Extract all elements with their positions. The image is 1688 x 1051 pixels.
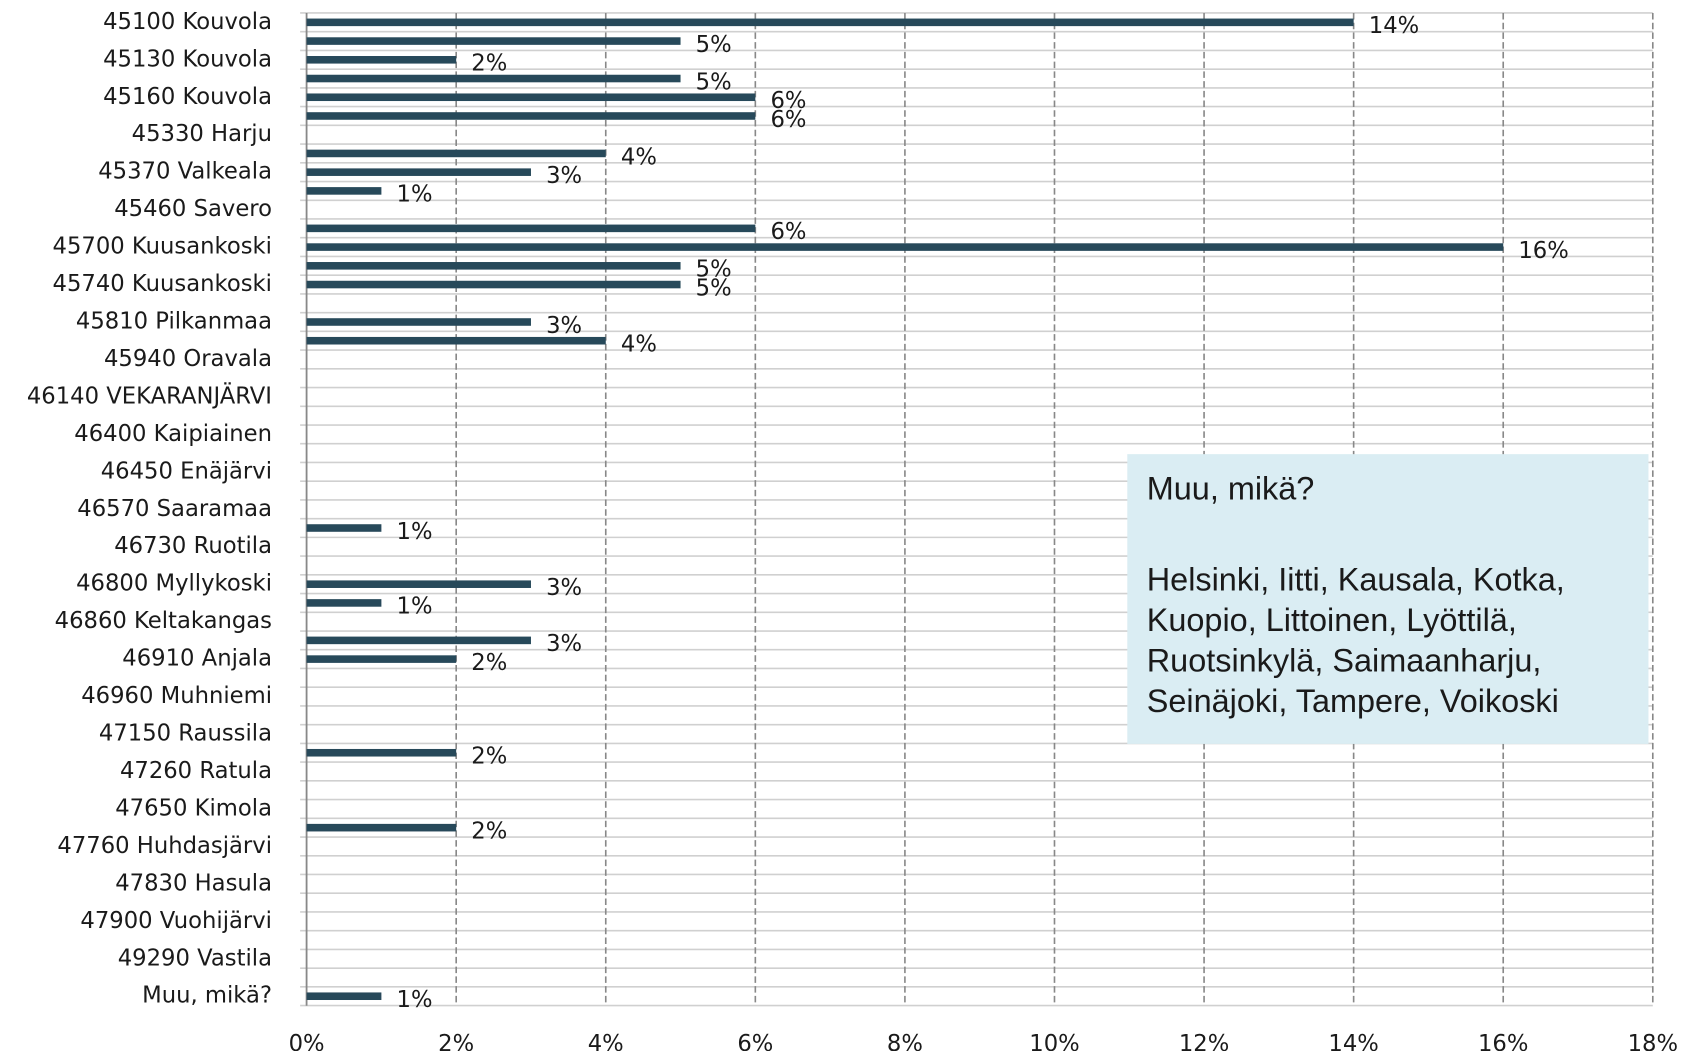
- y-tick-label: 46800 Myllykoski: [76, 571, 272, 597]
- y-tick-label: 46910 Anjala: [122, 646, 272, 672]
- y-tick-label: 45460 Savero: [114, 196, 272, 222]
- y-tick-label: 45130 Kouvola: [103, 46, 272, 72]
- y-tick-label: 46730 Ruotila: [114, 533, 272, 559]
- x-tick-label: 0%: [289, 1031, 325, 1051]
- y-tick-label: 47150 Raussila: [99, 721, 272, 747]
- bar: [306, 636, 531, 645]
- x-tick-label: 18%: [1628, 1031, 1678, 1051]
- y-tick-label: 45330 Harju: [132, 121, 272, 147]
- data-label: 6%: [770, 219, 806, 245]
- bar: [306, 149, 606, 158]
- bar: [306, 748, 457, 757]
- data-label: 1%: [397, 519, 433, 545]
- data-label: 2%: [471, 650, 507, 676]
- bar: [306, 74, 681, 83]
- bar: [306, 262, 681, 270]
- data-label: 4%: [621, 144, 657, 170]
- y-tick-label: 46570 Saaramaa: [77, 496, 272, 522]
- bar: [306, 56, 457, 64]
- y-tick-label: 46140 VEKARANJÄRVI: [27, 381, 272, 409]
- bar: [306, 655, 457, 663]
- data-label: 14%: [1369, 13, 1419, 39]
- y-tick-label: 45100 Kouvola: [103, 9, 272, 35]
- data-label: 3%: [546, 575, 582, 601]
- y-tick-label: 47650 Kimola: [115, 795, 272, 821]
- data-label: 5%: [696, 69, 732, 95]
- bar: [306, 37, 681, 45]
- y-tick-label: 47260 Ratula: [120, 758, 272, 784]
- data-label: 2%: [471, 818, 507, 844]
- data-label: 2%: [471, 744, 507, 770]
- bar: [306, 599, 382, 607]
- data-label: 5%: [696, 32, 732, 58]
- x-tick-label: 14%: [1328, 1031, 1378, 1051]
- y-tick-label: 47760 Huhdasjärvi: [57, 833, 272, 859]
- y-tick-label: 45740 Kuusankoski: [53, 271, 272, 297]
- data-label: 6%: [770, 88, 806, 114]
- bar: [306, 336, 606, 345]
- annotation-lines: Helsinki, Iitti, Kausala, Kotka, Kuopio, …: [1147, 561, 1565, 719]
- bar: [306, 187, 382, 195]
- y-tick-label: Muu, mikä?: [142, 983, 272, 1009]
- bar: [306, 93, 756, 102]
- data-label: 6%: [770, 107, 806, 133]
- bar: [306, 318, 531, 326]
- data-label: 3%: [546, 163, 582, 189]
- annotation-title: Muu, mikä?: [1147, 471, 1315, 507]
- y-tick-label: 45940 Oravala: [104, 346, 272, 372]
- x-tick-label: 6%: [737, 1031, 773, 1051]
- y-tick-label: 49290 Vastila: [118, 945, 272, 971]
- data-label: 5%: [696, 275, 732, 301]
- y-tick-label: 45700 Kuusankoski: [53, 234, 272, 260]
- x-tick-label: 12%: [1179, 1031, 1229, 1051]
- annotation-line: Ruotsinkylä, Saimaanharju,: [1147, 642, 1542, 678]
- y-tick-label: 46450 Enäjärvi: [101, 458, 272, 484]
- y-tick-label: 45160 Kouvola: [103, 84, 272, 110]
- data-label: 3%: [546, 631, 582, 657]
- bar: [306, 112, 756, 120]
- annotation-line: Kuopio, Littoinen, Lyöttilä,: [1147, 602, 1517, 638]
- bar: [306, 524, 382, 532]
- annotation-line: Helsinki, Iitti, Kausala, Kotka,: [1147, 561, 1565, 597]
- bar: [306, 224, 756, 233]
- data-label: 16%: [1518, 238, 1568, 264]
- bar: [306, 823, 457, 832]
- annotation-box: [1127, 454, 1649, 744]
- bar: [306, 580, 531, 588]
- data-label: 1%: [397, 182, 433, 208]
- data-label: 4%: [621, 332, 657, 358]
- y-tick-label: 47900 Vuohijärvi: [80, 908, 272, 934]
- data-label: 1%: [397, 987, 433, 1013]
- y-tick-label: 47830 Hasula: [115, 870, 272, 896]
- bar: [306, 243, 1504, 251]
- x-tick-label: 10%: [1029, 1031, 1079, 1051]
- y-tick-label: 46400 Kaipiainen: [74, 421, 272, 447]
- y-tick-label: 46860 Keltakangas: [55, 608, 272, 634]
- x-tick-label: 4%: [588, 1031, 624, 1051]
- bar: [306, 992, 382, 1001]
- x-tick-label: 2%: [438, 1031, 474, 1051]
- x-tick-label: 16%: [1478, 1031, 1528, 1051]
- y-tick-label: 46960 Muhniemi: [81, 683, 272, 709]
- bar: [306, 18, 1354, 27]
- data-label: 5%: [696, 257, 732, 283]
- data-label: 2%: [471, 51, 507, 77]
- annotation-line: Seinäjoki, Tampere, Voikoski: [1147, 683, 1559, 719]
- y-tick-label: 45810 Pilkanmaa: [76, 308, 272, 334]
- data-label: 1%: [397, 594, 433, 620]
- y-tick-label: 45370 Valkeala: [98, 159, 272, 185]
- bar: [306, 280, 681, 289]
- bar: [306, 168, 531, 176]
- x-tick-label: 8%: [887, 1031, 923, 1051]
- data-label: 3%: [546, 313, 582, 339]
